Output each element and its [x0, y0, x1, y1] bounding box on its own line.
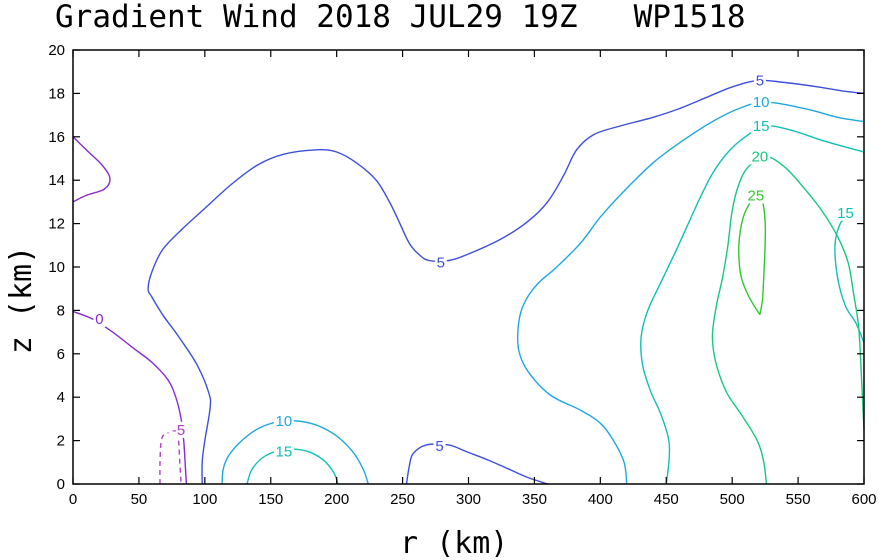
y-tick-label: 8 [57, 302, 65, 319]
x-tick-label: 50 [131, 491, 148, 508]
contour-label: 20 [752, 148, 769, 165]
contour-line-20 [711, 155, 865, 485]
x-tick-label: 300 [456, 491, 481, 508]
contour-line-5 [147, 79, 865, 485]
y-tick-label: 6 [57, 346, 65, 363]
contour-label: 25 [748, 187, 765, 204]
contour-label-bg [745, 187, 766, 204]
x-tick-label: 150 [258, 491, 283, 508]
x-tick-label: 200 [324, 491, 349, 508]
x-tick-label: 100 [192, 491, 217, 508]
x-tick-label: 600 [851, 491, 876, 508]
contour-line-10 [221, 420, 369, 485]
contour-line-0 [72, 310, 188, 485]
contour-label: 15 [276, 443, 293, 460]
contour-line-15 [246, 448, 339, 485]
y-tick-label: 14 [48, 172, 65, 189]
contour-label-bg [753, 72, 766, 89]
contour-label: -5 [172, 422, 185, 439]
y-tick-label: 4 [57, 389, 65, 406]
contour-label: 5 [435, 438, 443, 455]
x-tick-label: 0 [69, 491, 77, 508]
y-tick-label: 10 [48, 259, 65, 276]
x-axis-ticks: 0 50 100 150 200 250 300 350 400 450 500 550 600 [69, 50, 877, 508]
y-axis-ticks: 0 2 4 6 8 10 12 14 16 18 20 [48, 42, 864, 493]
y-tick-label: 20 [48, 42, 65, 59]
x-tick-label: 500 [720, 491, 745, 508]
contour-label-bg [433, 438, 446, 454]
y-axis-label: z (km) [4, 246, 39, 354]
y-tick-label: 12 [48, 216, 65, 233]
contour-line-5 [405, 443, 548, 485]
contour-label: 5 [756, 72, 764, 89]
y-tick-label: 18 [48, 85, 65, 102]
contour-line-15 [640, 125, 865, 485]
contour-label-bg [751, 118, 772, 134]
x-tick-label: 550 [786, 491, 811, 508]
x-tick-label: 450 [654, 491, 679, 508]
contour-line-25 [738, 194, 767, 316]
contour-label: 10 [276, 413, 293, 430]
contour-line-neg5 [159, 430, 182, 485]
chart-title: Gradient Wind 2018 JUL29 19Z WP1518 [55, 0, 746, 35]
contour-label-bg [168, 421, 189, 438]
x-tick-label: 400 [588, 491, 613, 508]
contour-label: 10 [753, 94, 770, 111]
x-axis-label: r (km) [400, 526, 508, 560]
contour-labels: -5 0 5 5 5 10 10 15 15 15 20 25 [93, 72, 856, 460]
contour-label-bg [749, 148, 770, 165]
y-tick-label: 2 [57, 433, 65, 450]
y-tick-label: 0 [57, 476, 65, 493]
contour-label-bg [93, 311, 106, 328]
contour-label-bg [273, 443, 294, 460]
contour-label-bg [434, 254, 447, 271]
contour-label: 15 [837, 205, 854, 222]
contour-lines [72, 79, 865, 485]
contour-line-15 [834, 216, 865, 344]
contour-label: 15 [753, 118, 770, 135]
plot-frame [72, 49, 865, 485]
contour-line-10 [517, 101, 865, 485]
contour-label-bg [273, 413, 294, 430]
x-tick-label: 250 [390, 491, 415, 508]
y-tick-label: 16 [48, 129, 65, 146]
x-tick-label: 350 [522, 491, 547, 508]
contour-label-bg [751, 94, 772, 111]
contour-label: 0 [95, 311, 103, 328]
contour-label-bg [835, 204, 856, 221]
contour-label: 5 [437, 255, 445, 272]
contour-line-0 [72, 136, 111, 203]
